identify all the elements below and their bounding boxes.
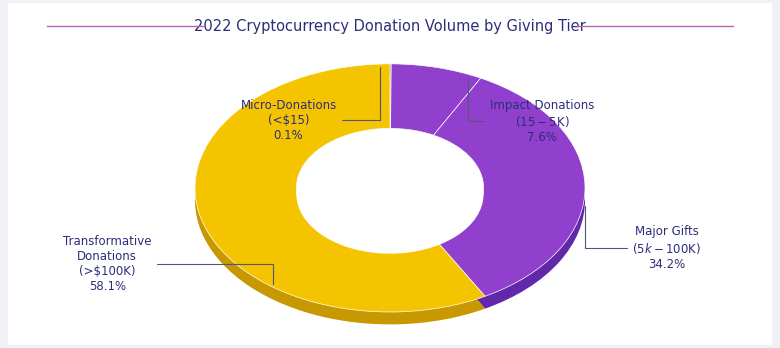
Wedge shape bbox=[391, 76, 480, 148]
Circle shape bbox=[296, 128, 484, 247]
Wedge shape bbox=[434, 78, 585, 296]
Text: Impact Donations
($15-$5K)
7.6%: Impact Donations ($15-$5K) 7.6% bbox=[468, 77, 594, 144]
Wedge shape bbox=[390, 64, 392, 128]
Text: Transformative
Donations
(>$100K)
58.1%: Transformative Donations (>$100K) 58.1% bbox=[63, 235, 273, 293]
Text: 2022 Cryptocurrency Donation Volume by Giving Tier: 2022 Cryptocurrency Donation Volume by G… bbox=[194, 19, 586, 34]
Circle shape bbox=[296, 135, 484, 254]
Wedge shape bbox=[195, 76, 485, 324]
Text: Micro-Donations
(<$15)
0.1%: Micro-Donations (<$15) 0.1% bbox=[240, 66, 381, 142]
Wedge shape bbox=[391, 64, 480, 135]
Wedge shape bbox=[434, 90, 585, 309]
Wedge shape bbox=[195, 64, 485, 312]
Text: Major Gifts
($5k-$100K)
34.2%: Major Gifts ($5k-$100K) 34.2% bbox=[585, 206, 701, 270]
Wedge shape bbox=[390, 76, 392, 141]
